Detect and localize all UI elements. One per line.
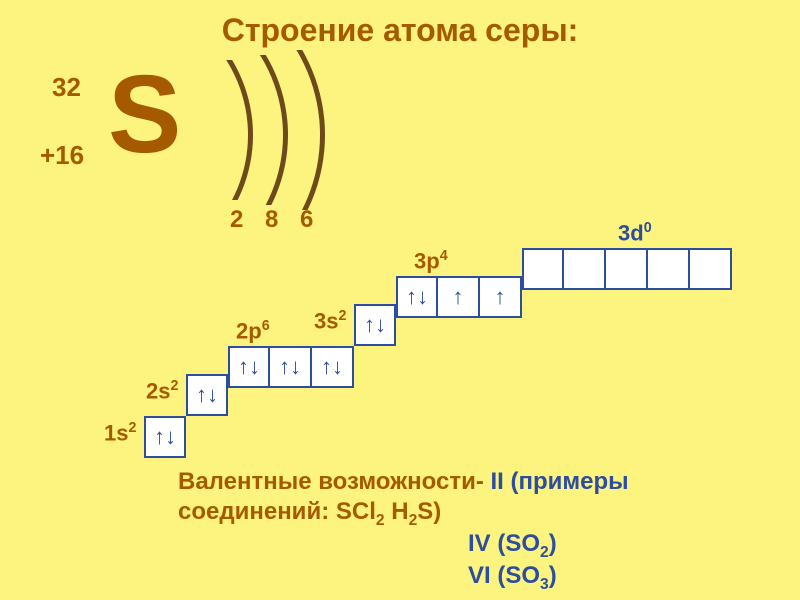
orbital-row: ↑↓ <box>144 416 186 458</box>
vi-post: ) <box>549 562 557 589</box>
orbital-box: ↑↓ <box>396 276 438 318</box>
mass-number: 32 <box>52 72 81 103</box>
vi-sub: 3 <box>540 576 549 593</box>
shell-count: 2 <box>230 206 243 234</box>
valence-line-2: соединений: SCl2 H2S) <box>178 498 441 530</box>
shell-count: 8 <box>265 206 278 234</box>
orbital-row: ↑↓ <box>354 304 396 346</box>
title-text: Строение атома серы: <box>222 12 579 48</box>
orbital-row: ↑↓↑↑ <box>396 276 522 318</box>
orbital-row <box>522 248 732 290</box>
iv-post: ) <box>549 530 557 557</box>
orbital-box: ↑↓ <box>186 374 228 416</box>
orbital-box <box>648 248 690 290</box>
orbital-box: ↑↓ <box>354 304 396 346</box>
page-title: Строение атома серы: <box>0 12 800 49</box>
nuclear-charge: +16 <box>40 140 84 171</box>
orbital-row: ↑↓ <box>186 374 228 416</box>
orbital-label: 3s2 <box>314 308 346 334</box>
valence-vi-line: VI (SO3) <box>468 562 557 594</box>
orbital-box: ↑↓ <box>270 346 312 388</box>
orbital-box: ↑↓ <box>312 346 354 388</box>
valence-line-1: Валентные возможности- II (примеры <box>178 468 629 496</box>
compounds-label: соединений: <box>178 498 336 525</box>
valence-prefix: Валентные возможности- <box>178 468 490 495</box>
orbital-label: 2s2 <box>146 378 178 404</box>
orbital-box <box>522 248 564 290</box>
orbital-label: 3p4 <box>414 248 448 274</box>
orbital-row: ↑↓↑↓↑↓ <box>228 346 354 388</box>
iv-pre: IV (SO <box>468 530 540 557</box>
vi-pre: VI (SO <box>468 562 540 589</box>
orbital-box: ↑ <box>480 276 522 318</box>
compounds-formulas: SCl2 H2S) <box>336 498 441 525</box>
orbital-label: 1s2 <box>104 420 136 446</box>
orbital-box: ↑ <box>438 276 480 318</box>
orbital-box <box>564 248 606 290</box>
orbital-label: 3d0 <box>618 220 652 246</box>
orbital-box <box>606 248 648 290</box>
shell-count: 6 <box>300 206 313 234</box>
iv-sub: 2 <box>540 544 549 561</box>
orbital-box <box>690 248 732 290</box>
orbital-box: ↑↓ <box>228 346 270 388</box>
orbital-label: 2p6 <box>236 318 270 344</box>
valence-ii: II (примеры <box>490 468 628 495</box>
orbital-box: ↑↓ <box>144 416 186 458</box>
valence-iv-line: IV (SO2) <box>468 530 557 562</box>
element-symbol: S <box>108 60 181 170</box>
